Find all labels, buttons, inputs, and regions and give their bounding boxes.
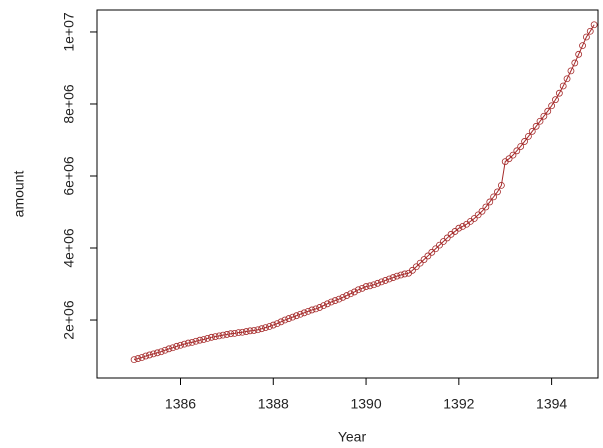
y-tick-label: 2e+06 bbox=[61, 300, 77, 340]
y-axis-label: amount bbox=[11, 171, 27, 218]
y-tick-label: 1e+07 bbox=[61, 12, 77, 52]
x-tick-label: 1388 bbox=[258, 396, 289, 412]
y-tick-label: 8e+06 bbox=[61, 84, 77, 124]
y-tick-label: 4e+06 bbox=[61, 228, 77, 268]
x-tick-label: 1386 bbox=[165, 396, 196, 412]
x-tick-label: 1394 bbox=[536, 396, 567, 412]
x-tick-label: 1390 bbox=[350, 396, 381, 412]
chart: Year amount 1386 1388 1390 1392 1394 2e+06 4e+… bbox=[0, 0, 603, 448]
data-line bbox=[134, 25, 594, 360]
x-axis-label: Year bbox=[338, 429, 367, 445]
x-tick-label: 1392 bbox=[443, 396, 474, 412]
y-tick-label: 6e+06 bbox=[61, 156, 77, 196]
plot-box bbox=[97, 10, 598, 378]
